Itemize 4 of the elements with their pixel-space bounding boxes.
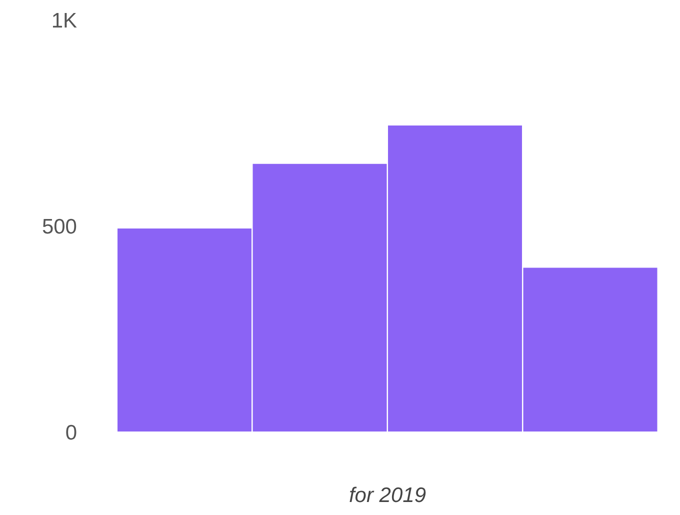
- y-tick-label: 500: [42, 215, 77, 238]
- y-tick-label: 0: [65, 421, 77, 444]
- y-tick-label: 1K: [51, 9, 77, 32]
- x-axis-title: for 2019: [348, 484, 426, 507]
